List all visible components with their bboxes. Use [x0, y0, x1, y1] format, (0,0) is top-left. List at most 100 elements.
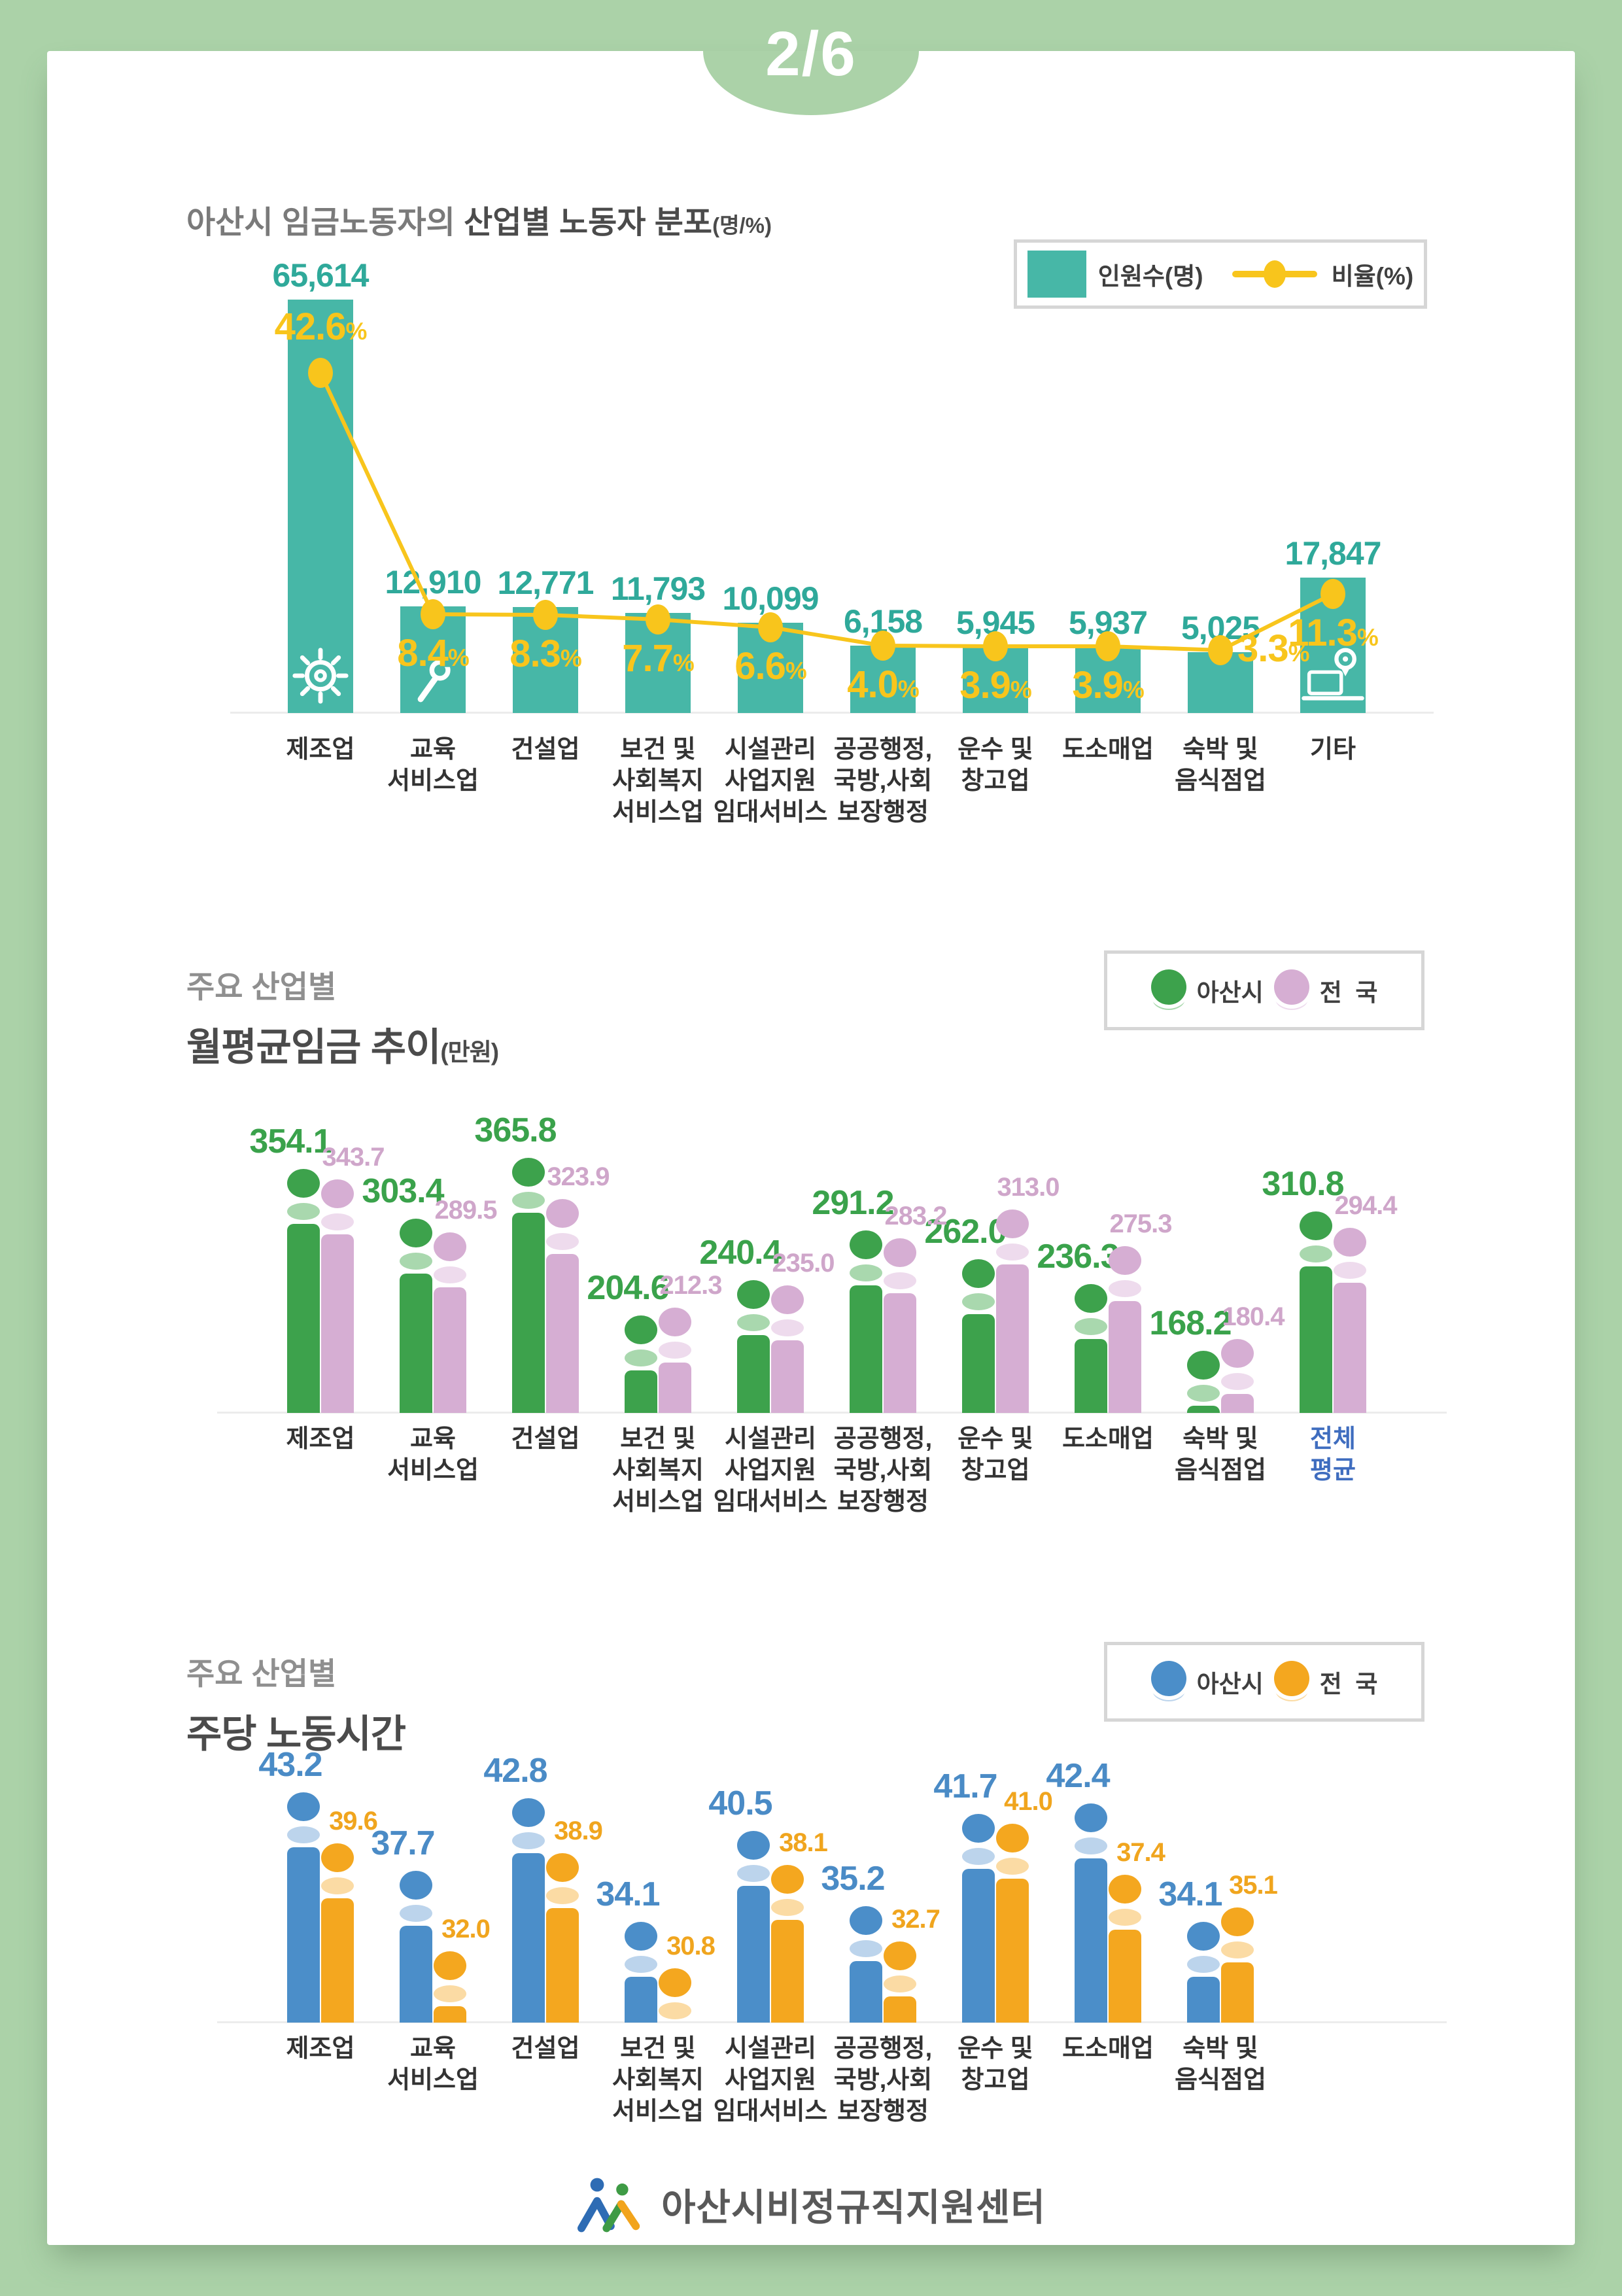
legend-asan-label: 아산시 [1196, 979, 1264, 1006]
chart3-legend: 아산시 전 국 [1104, 1642, 1424, 1722]
legend-asan-ball-icon [1150, 969, 1186, 1011]
asan-value-label: 41.7 [933, 1767, 997, 1805]
x-axis-label: 시설관리 사업지원 임대서비스 [713, 1425, 828, 1516]
national-bar [996, 1824, 1029, 2023]
chart2-title-main: 월평균임금 추이 [186, 1025, 441, 1069]
chart2-title: 주요 산업별 월평균임금 추이(만원) [186, 962, 499, 1071]
gear-icon [288, 644, 353, 708]
asan-bar [1075, 1284, 1107, 1413]
asan-value-label: 365.8 [474, 1111, 557, 1149]
national-bar [1221, 1339, 1254, 1413]
national-bar [771, 1285, 804, 1413]
legend-asan-label: 아산시 [1196, 1671, 1264, 1697]
chart2-title-unit: (만원) [440, 1038, 499, 1066]
chart-baseline [217, 2021, 1447, 2023]
asan-value-label: 35.2 [821, 1860, 885, 1898]
asan-value-label: 34.1 [1158, 1875, 1222, 1913]
chart3-x-axis: 제조업 교육 서비스업 건설업 보건 및 사회복지 서비스업 시설관리 사업지원 임대서… [47, 2033, 1575, 2183]
x-axis-label: 시설관리 사업지원 임대서비스 [713, 736, 828, 826]
chart1-title: 아산시 임금노동자의 산업별 노동자 분포(명/%) [186, 196, 772, 242]
chart1-legend: 인원수(명) 비율(%) [1014, 239, 1427, 309]
content-card: 2/6 아산시 임금노동자의 산업별 노동자 분포(명/%) 인원수(명) 비율… [47, 19, 1575, 2245]
ratio-value-label: 3.9% [1072, 664, 1145, 706]
national-bar [884, 1238, 916, 1413]
asan-bar [400, 1219, 432, 1413]
asan-bar [625, 1922, 657, 2023]
asan-bar [400, 1871, 432, 2023]
x-axis-label: 건설업 [511, 1425, 580, 1453]
national-value-label: 32.7 [891, 1905, 940, 1934]
x-axis-label: 도소매업 [1062, 1425, 1154, 1453]
industry-distribution-chart: 65,614 12,910 12,771 11,793 10,099 6,158 5,945… [47, 257, 1575, 714]
asan-bar [287, 1169, 320, 1413]
national-bar [321, 1843, 354, 2023]
legend-ratio-line-icon [1232, 260, 1317, 288]
x-axis-label: 공공행정, 국방,사회 보장행정 [833, 736, 933, 826]
ratio-value-label: 3.3% [1237, 627, 1310, 670]
asan-bar [1075, 1803, 1107, 2023]
national-value-label: 180.4 [1222, 1302, 1285, 1331]
chart2-legend: 아산시 전 국 [1104, 950, 1424, 1030]
asan-value-label: 37.7 [371, 1824, 435, 1862]
national-value-label: 212.3 [659, 1271, 722, 1300]
national-value-label: 283.2 [884, 1202, 947, 1230]
asan-value-label: 34.1 [596, 1875, 660, 1913]
chart2-title-line2: 월평균임금 추이(만원) [186, 1016, 499, 1071]
x-axis-label: 교육 서비스업 [387, 736, 479, 795]
x-axis-label: 전체 평균 [1310, 1425, 1356, 1484]
chart3-title-line1: 주요 산업별 [186, 1656, 337, 1691]
x-axis-label: 교육 서비스업 [387, 2035, 479, 2094]
asan-value-label: 204.6 [587, 1269, 669, 1307]
x-axis-label: 운수 및 창고업 [958, 736, 1033, 795]
national-bar [321, 1179, 354, 1413]
chart3-title-line2: 주당 노동시간 [186, 1703, 406, 1758]
national-value-label: 313.0 [997, 1173, 1060, 1202]
national-bar [1221, 1907, 1254, 2023]
national-value-label: 289.5 [434, 1196, 497, 1225]
asan-bar [512, 1158, 545, 1413]
national-bar [659, 1308, 691, 1413]
ratio-value-label: 7.7% [622, 637, 695, 680]
asan-value-label: 303.4 [362, 1172, 444, 1210]
count-value-label: 17,847 [1285, 535, 1382, 572]
asan-bar [962, 1259, 995, 1413]
ratio-value-label: 6.6% [734, 645, 807, 687]
x-axis-label: 제조업 [286, 736, 355, 763]
national-value-label: 294.4 [1334, 1191, 1397, 1220]
national-value-label: 275.3 [1109, 1209, 1172, 1238]
footer-org-name: 아산시비정규직지원센터 [661, 2187, 1046, 2229]
legend-asan-ball-icon [1150, 1661, 1186, 1703]
national-bar [546, 1853, 579, 2023]
asan-value-label: 262.0 [924, 1213, 1007, 1251]
national-value-label: 35.1 [1229, 1871, 1278, 1900]
legend-national-label: 전 국 [1319, 1671, 1378, 1697]
asan-value-label: 291.2 [812, 1184, 894, 1222]
ratio-value-label: 8.4% [397, 632, 470, 674]
asan-bar [1187, 1351, 1220, 1413]
chart1-title-unit: (명/%) [712, 213, 772, 237]
legend-count-swatch [1027, 251, 1086, 298]
national-value-label: 323.9 [547, 1162, 610, 1191]
ratio-value-label: 4.0% [847, 663, 920, 706]
asan-bar [850, 1230, 882, 1413]
legend-ratio-dot-icon [1263, 260, 1286, 288]
asan-value-label: 42.4 [1046, 1757, 1110, 1795]
x-axis-label: 건설업 [511, 736, 580, 763]
x-axis-label: 제조업 [286, 1425, 355, 1453]
asan-bar [850, 1906, 882, 2023]
national-bar [434, 1232, 466, 1413]
ratio-value-label: 8.3% [509, 633, 582, 675]
x-axis-label: 건설업 [511, 2035, 580, 2062]
chart1-title-prefix: 아산시 임금노동자의 [186, 205, 464, 240]
asan-bar [287, 1792, 320, 2023]
national-value-label: 37.4 [1116, 1838, 1165, 1867]
asan-bar [1187, 1922, 1220, 2023]
x-axis-label: 제조업 [286, 2035, 355, 2062]
wrench-icon [406, 654, 460, 708]
asan-bar [962, 1814, 995, 2023]
asan-value-label: 236.3 [1037, 1238, 1119, 1276]
ratio-value-label: 3.9% [959, 664, 1032, 706]
footer: 아산시비정규직지원센터 [47, 2175, 1575, 2234]
x-axis-label: 보건 및 사회복지 서비스업 [612, 736, 704, 826]
